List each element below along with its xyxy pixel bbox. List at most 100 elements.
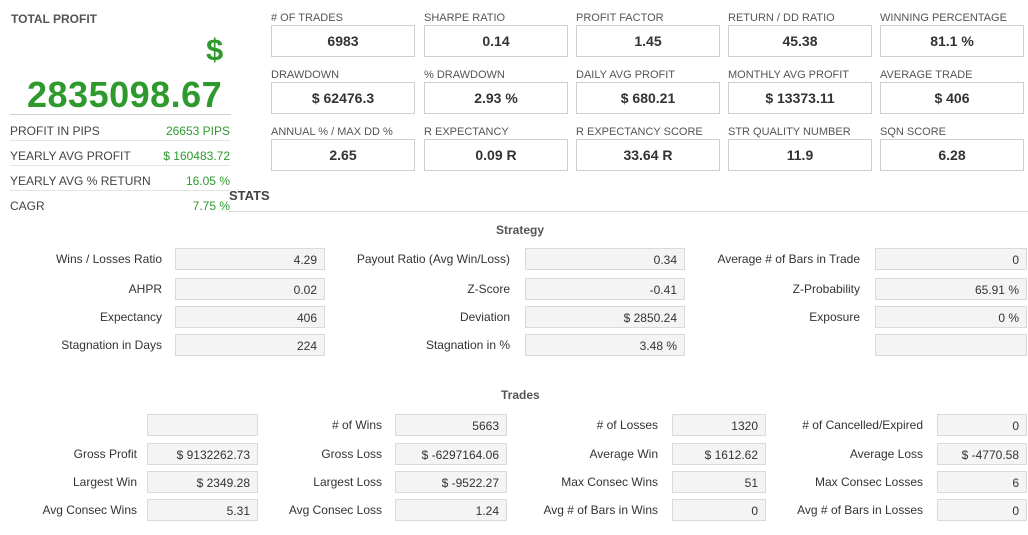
daily-avg-profit-value: $ 680.21 [576, 82, 720, 114]
avg-consec-wins-value: 5.31 [147, 499, 258, 521]
avg-consec-loss-label: Avg Consec Loss [288, 503, 382, 517]
ahpr-value: 0.02 [175, 278, 325, 300]
wins-losses-ratio-label: Wins / Losses Ratio [55, 252, 162, 266]
yearly-avg-return-label: YEARLY AVG % RETURN [10, 174, 151, 188]
losses-count-value: 1320 [672, 414, 766, 436]
max-consec-losses-label: Max Consec Losses [814, 475, 923, 489]
daily-avg-profit-label: DAILY AVG PROFIT [576, 69, 676, 81]
empty-cell [875, 334, 1027, 356]
str-quality-number-label: STR QUALITY NUMBER [728, 126, 851, 138]
losses-count-label: # of Losses [596, 418, 658, 432]
average-loss-value: $ -4770.58 [937, 443, 1027, 465]
winning-percentage-label: WINNING PERCENTAGE [880, 12, 1007, 24]
wins-losses-ratio-value: 4.29 [175, 248, 325, 270]
r-expectancy-value: 0.09 R [424, 139, 568, 171]
largest-win-value: $ 2349.28 [147, 471, 258, 493]
gross-profit-value: $ 9132262.73 [147, 443, 258, 465]
deviation-value: $ 2850.24 [525, 306, 685, 328]
cagr-row: CAGR 7.75 % [10, 196, 230, 216]
cagr-label: CAGR [10, 199, 45, 213]
expectancy-value: 406 [175, 306, 325, 328]
empty-cell [147, 414, 258, 436]
divider [10, 140, 230, 141]
gross-loss-value: $ -6297164.06 [395, 443, 507, 465]
payout-ratio-value: 0.34 [525, 248, 685, 270]
z-probability-label: Z-Probability [792, 282, 860, 296]
percent-drawdown-label: % DRAWDOWN [424, 69, 505, 81]
exposure-label: Exposure [809, 310, 860, 324]
average-trade-value: $ 406 [880, 82, 1024, 114]
deviation-label: Deviation [459, 310, 510, 324]
largest-loss-value: $ -9522.27 [395, 471, 507, 493]
profit-in-pips-row: PROFIT IN PIPS 26653 PIPS [10, 121, 230, 141]
monthly-avg-profit-label: MONTHLY AVG PROFIT [728, 69, 850, 81]
sqn-score-label: SQN SCORE [880, 126, 947, 138]
cancelled-expired-value: 0 [937, 414, 1027, 436]
stagnation-days-label: Stagnation in Days [61, 338, 162, 352]
largest-loss-label: Largest Loss [313, 475, 382, 489]
profit-in-pips-label: PROFIT IN PIPS [10, 124, 100, 138]
avg-bars-in-trade-value: 0 [875, 248, 1027, 270]
max-consec-wins-label: Max Consec Wins [561, 475, 658, 489]
expectancy-label: Expectancy [99, 310, 162, 324]
profit-in-pips-value: 26653 PIPS [165, 124, 230, 138]
z-score-value: -0.41 [525, 278, 685, 300]
annual-max-dd-value: 2.65 [271, 139, 415, 171]
yearly-avg-return-value: 16.05 % [185, 174, 230, 188]
trades-count-label: # OF TRADES [271, 12, 343, 24]
z-probability-value: 65.91 % [875, 278, 1027, 300]
divider [10, 190, 230, 191]
cancelled-expired-label: # of Cancelled/Expired [802, 418, 923, 432]
yearly-avg-return-row: YEARLY AVG % RETURN 16.05 % [10, 171, 230, 191]
yearly-avg-profit-label: YEARLY AVG PROFIT [10, 149, 131, 163]
total-profit-label: TOTAL PROFIT [11, 12, 97, 26]
stagnation-days-value: 224 [175, 334, 325, 356]
r-expectancy-score-label: R EXPECTANCY SCORE [576, 126, 703, 138]
monthly-avg-profit-value: $ 13373.11 [728, 82, 872, 114]
drawdown-value: $ 62476.3 [271, 82, 415, 114]
total-profit-value: 2835098.67 [27, 74, 223, 115]
divider [10, 114, 231, 115]
avg-bars-in-wins-label: Avg # of Bars in Wins [543, 503, 659, 517]
winning-percentage-value: 81.1 % [880, 25, 1024, 57]
sharpe-ratio-label: SHARPE RATIO [424, 12, 506, 24]
stats-title: STATS [229, 188, 270, 203]
profit-factor-value: 1.45 [576, 25, 720, 57]
trades-section-title: Trades [501, 388, 540, 402]
divider [229, 211, 1028, 212]
wins-count-value: 5663 [395, 414, 507, 436]
average-loss-label: Average Loss [849, 447, 923, 461]
max-consec-losses-value: 6 [937, 471, 1027, 493]
average-trade-label: AVERAGE TRADE [880, 69, 973, 81]
yearly-avg-profit-row: YEARLY AVG PROFIT $ 160483.72 [10, 146, 230, 166]
divider [10, 165, 230, 166]
return-dd-ratio-value: 45.38 [728, 25, 872, 57]
avg-consec-wins-label: Avg Consec Wins [42, 503, 137, 517]
yearly-avg-profit-value: $ 160483.72 [163, 149, 230, 163]
return-dd-ratio-label: RETURN / DD RATIO [728, 12, 835, 24]
average-win-label: Average Win [589, 447, 658, 461]
r-expectancy-label: R EXPECTANCY [424, 126, 509, 138]
avg-consec-loss-value: 1.24 [395, 499, 507, 521]
avg-bars-in-trade-label: Average # of Bars in Trade [717, 252, 860, 266]
percent-drawdown-value: 2.93 % [424, 82, 568, 114]
r-expectancy-score-value: 33.64 R [576, 139, 720, 171]
drawdown-label: DRAWDOWN [271, 69, 340, 81]
trades-count-value: 6983 [271, 25, 415, 57]
largest-win-label: Largest Win [72, 475, 137, 489]
max-consec-wins-value: 51 [672, 471, 766, 493]
avg-bars-in-wins-value: 0 [672, 499, 766, 521]
average-win-value: $ 1612.62 [672, 443, 766, 465]
sqn-score-value: 6.28 [880, 139, 1024, 171]
z-score-label: Z-Score [467, 282, 510, 296]
sharpe-ratio-value: 0.14 [424, 25, 568, 57]
gross-profit-label: Gross Profit [73, 447, 137, 461]
wins-count-label: # of Wins [331, 418, 382, 432]
stagnation-percent-label: Stagnation in % [425, 338, 510, 352]
dollar-icon: $ [206, 32, 224, 67]
gross-loss-label: Gross Loss [321, 447, 382, 461]
profit-factor-label: PROFIT FACTOR [576, 12, 664, 24]
strategy-section-title: Strategy [496, 223, 545, 237]
ahpr-label: AHPR [128, 282, 162, 296]
avg-bars-in-losses-value: 0 [937, 499, 1027, 521]
